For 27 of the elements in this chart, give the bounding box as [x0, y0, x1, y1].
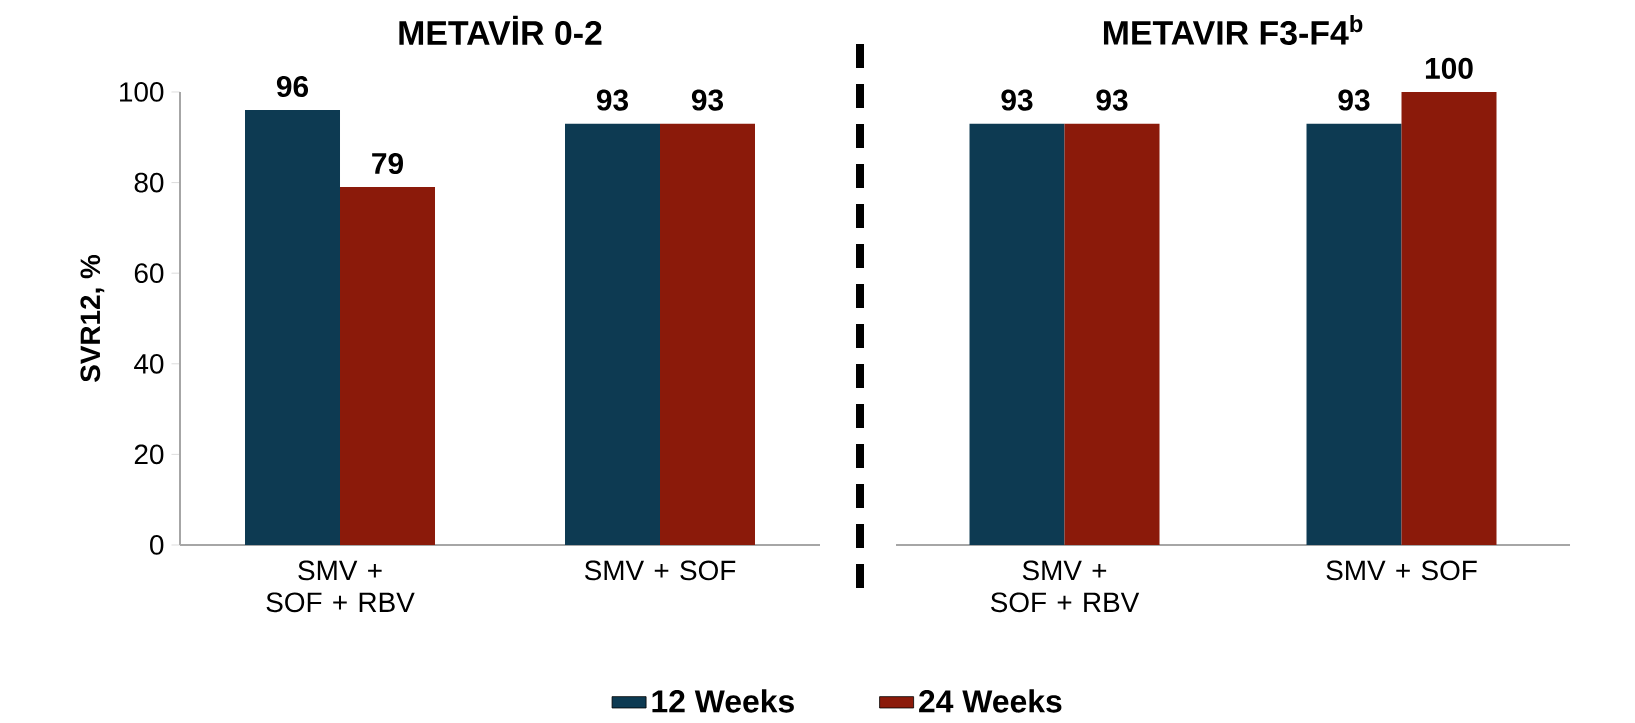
x-tick-label: SMV + SOF — [584, 560, 736, 581]
data-label: 93 — [596, 89, 629, 111]
x-tick-label: SMV + SOF — [1326, 560, 1477, 581]
y-tick-label: 0 — [150, 534, 164, 555]
bar — [565, 123, 660, 545]
y-tick-label: 60 — [134, 263, 164, 283]
x-tick-label: SMV + SOF + RBV — [991, 560, 1140, 613]
chart-title: METAVIR F3-F4$^{b}$ — [1103, 14, 1363, 45]
legend-label: 24 Weeks — [919, 689, 1062, 713]
legend-label: 12 Weeks — [652, 689, 794, 713]
data-label: 96 — [276, 75, 309, 97]
data-label: 93 — [1001, 89, 1033, 111]
y-tick-label: 80 — [134, 172, 164, 193]
data-label: 79 — [372, 152, 403, 174]
bar — [660, 123, 755, 545]
bar — [340, 186, 435, 545]
y-tick-label: 20 — [134, 444, 164, 465]
data-label: 93 — [1338, 89, 1370, 111]
bar — [245, 109, 340, 545]
data-label: 93 — [691, 89, 724, 111]
y-tick-label: 40 — [134, 353, 164, 374]
chart-title: METAVİR 0-2 — [399, 15, 602, 45]
x-tick-label: SMV + SOF + RBV — [266, 560, 415, 613]
data-label: 93 — [1096, 89, 1128, 111]
data-label: 100 — [1425, 57, 1473, 79]
y-tick-label: 100 — [120, 81, 164, 102]
y-axis-title: SVR12, % — [80, 254, 105, 382]
